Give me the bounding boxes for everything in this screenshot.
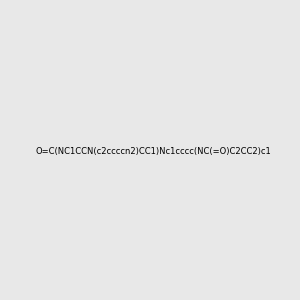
Text: O=C(NC1CCN(c2ccccn2)CC1)Nc1cccc(NC(=O)C2CC2)c1: O=C(NC1CCN(c2ccccn2)CC1)Nc1cccc(NC(=O)C2…	[36, 147, 272, 156]
